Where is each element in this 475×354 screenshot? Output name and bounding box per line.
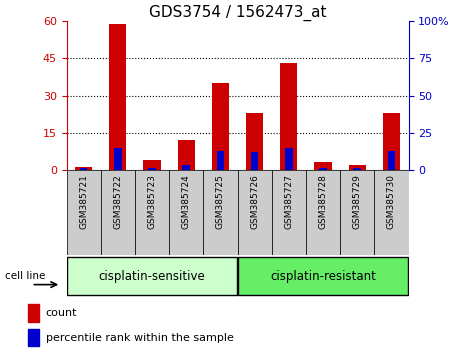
Bar — [101, 170, 135, 255]
Bar — [28, 304, 39, 322]
Bar — [238, 257, 408, 295]
Bar — [182, 165, 190, 170]
Text: GSM385722: GSM385722 — [114, 174, 122, 229]
Bar — [246, 113, 263, 170]
Bar — [353, 169, 361, 170]
Title: GDS3754 / 1562473_at: GDS3754 / 1562473_at — [149, 5, 326, 21]
Bar — [67, 257, 237, 295]
Bar — [340, 170, 374, 255]
Text: GSM385728: GSM385728 — [319, 174, 327, 229]
Bar — [251, 152, 258, 170]
Bar — [306, 170, 340, 255]
Text: cisplatin-resistant: cisplatin-resistant — [270, 270, 376, 282]
Bar — [169, 170, 203, 255]
Text: GSM385727: GSM385727 — [285, 174, 293, 229]
Text: GSM385729: GSM385729 — [353, 174, 361, 229]
Bar — [135, 170, 169, 255]
Bar — [272, 170, 306, 255]
Bar — [143, 160, 161, 170]
Bar — [178, 140, 195, 170]
Bar — [66, 170, 101, 255]
Bar — [383, 113, 400, 170]
Text: GSM385723: GSM385723 — [148, 174, 156, 229]
Bar — [28, 329, 39, 347]
Text: count: count — [46, 308, 77, 318]
Bar — [80, 169, 87, 170]
Bar — [319, 169, 327, 170]
Bar — [388, 150, 395, 170]
Text: cisplatin-sensitive: cisplatin-sensitive — [99, 270, 205, 282]
Bar — [314, 162, 332, 170]
Bar — [212, 83, 229, 170]
Bar — [148, 169, 156, 170]
Bar — [203, 170, 238, 255]
Text: GSM385724: GSM385724 — [182, 174, 190, 229]
Bar — [75, 167, 92, 170]
Bar — [374, 170, 408, 255]
Text: GSM385721: GSM385721 — [79, 174, 88, 229]
Bar — [349, 165, 366, 170]
Text: GSM385730: GSM385730 — [387, 174, 396, 229]
Text: GSM385725: GSM385725 — [216, 174, 225, 229]
Bar — [280, 63, 297, 170]
Bar — [285, 148, 293, 170]
Text: GSM385726: GSM385726 — [250, 174, 259, 229]
Bar — [109, 24, 126, 170]
Bar — [238, 170, 272, 255]
Bar — [217, 150, 224, 170]
Text: cell line: cell line — [5, 271, 45, 281]
Text: percentile rank within the sample: percentile rank within the sample — [46, 333, 234, 343]
Bar — [114, 148, 122, 170]
